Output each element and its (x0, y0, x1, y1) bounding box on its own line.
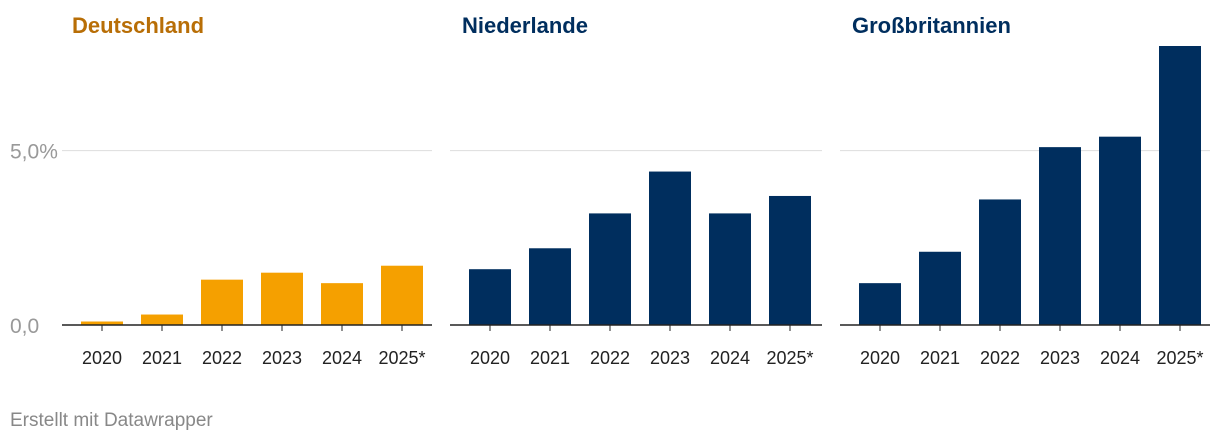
footer-credit: Erstellt mit Datawrapper (10, 410, 213, 431)
panel-title: Deutschland (72, 13, 204, 38)
bar-2023 (1039, 147, 1081, 325)
y-tick-label: 0,0 (10, 315, 39, 338)
bar-2020 (859, 283, 901, 325)
bar-2020 (469, 269, 511, 325)
x-tick-label: 2024 (710, 348, 750, 368)
x-tick-label: 2021 (530, 348, 570, 368)
bar-2022 (979, 199, 1021, 325)
x-tick-label: 2020 (82, 348, 122, 368)
x-tick-label: 2023 (650, 348, 690, 368)
x-tick-label: 2024 (322, 348, 362, 368)
x-tick-label: 2023 (1040, 348, 1080, 368)
x-tick-label: 2025* (378, 348, 425, 368)
bar-2025p (769, 195, 811, 325)
bar-2021 (141, 314, 183, 325)
bar-2023 (649, 171, 691, 325)
x-tick-label: 2022 (980, 348, 1020, 368)
y-tick-label: 5,0% (10, 141, 58, 164)
x-tick-label: 2023 (262, 348, 302, 368)
bar-2022 (589, 213, 631, 325)
bar-2020 (81, 321, 123, 325)
x-tick-label: 2021 (142, 348, 182, 368)
bar-2021 (529, 248, 571, 325)
x-tick-label: 2022 (202, 348, 242, 368)
x-tick-label: 2025* (766, 348, 813, 368)
bar-2024 (1099, 136, 1141, 325)
panel-title: Großbritannien (852, 13, 1011, 38)
x-tick-label: 2024 (1100, 348, 1140, 368)
x-tick-label: 2020 (470, 348, 510, 368)
bar-2024 (321, 283, 363, 325)
x-tick-label: 2022 (590, 348, 630, 368)
bar-2025p (381, 265, 423, 325)
bar-2023 (261, 272, 303, 325)
bar-2022 (201, 279, 243, 325)
bar-2024 (709, 213, 751, 325)
x-tick-label: 2025* (1156, 348, 1203, 368)
x-tick-label: 2021 (920, 348, 960, 368)
bar-2025p (1159, 46, 1201, 325)
bar-2021 (919, 251, 961, 325)
x-tick-label: 2020 (860, 348, 900, 368)
panel-title: Niederlande (462, 13, 588, 38)
